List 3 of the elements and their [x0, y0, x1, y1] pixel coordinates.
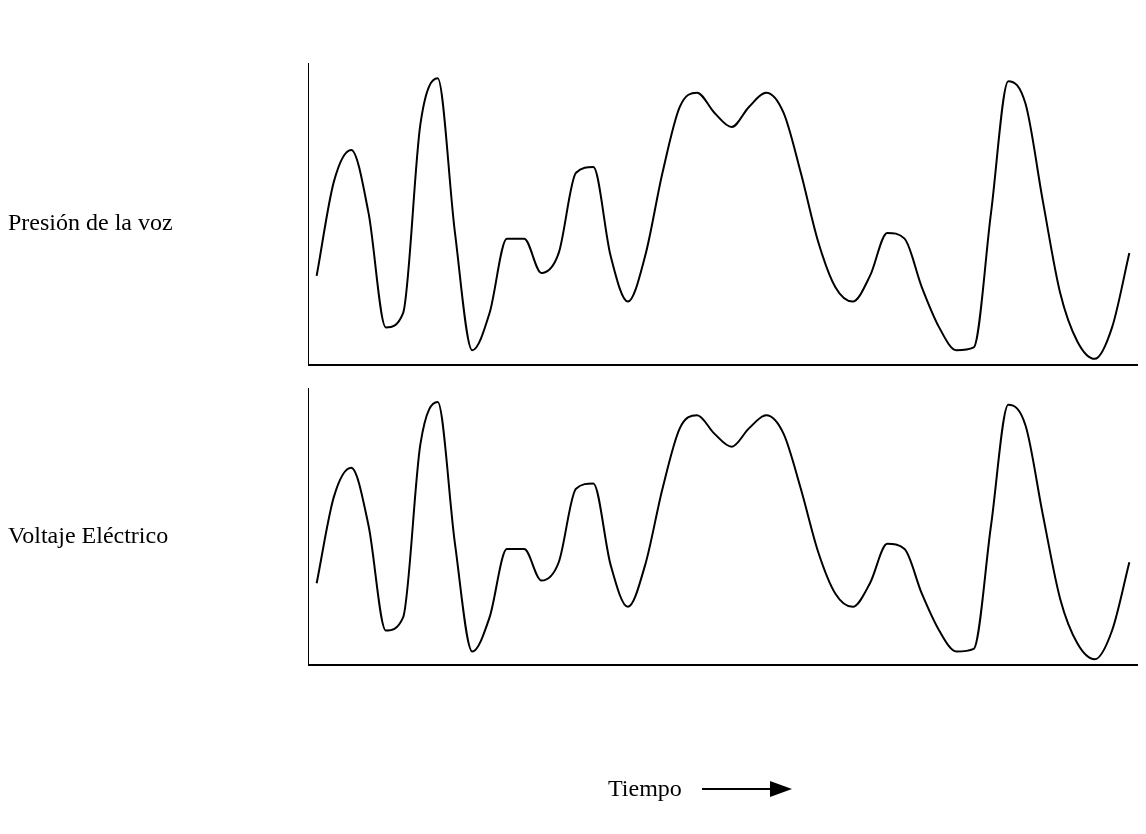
x-axis-title: Tiempo: [608, 775, 682, 802]
y-axis-title: Voltaje Eléctrico: [8, 521, 170, 549]
y-axis-title: Presión de la voz: [8, 209, 174, 236]
